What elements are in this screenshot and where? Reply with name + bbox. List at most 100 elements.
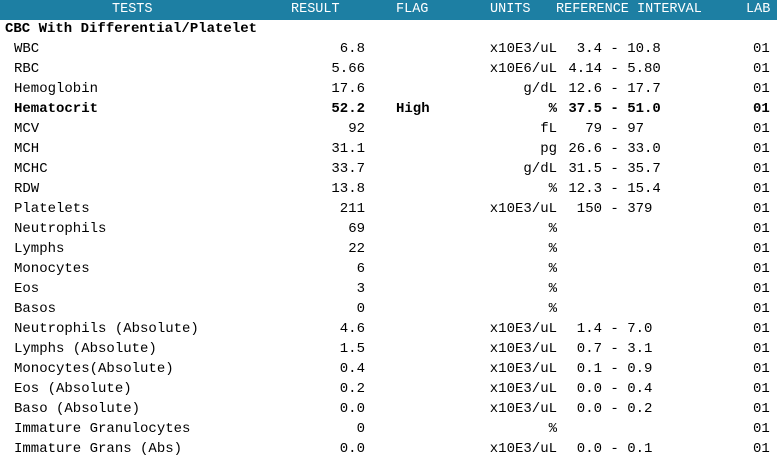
reference-interval: 0.0 - 0.4 [560,381,653,397]
table-row: Hemoglobin 17.6 g/dL 12.6 - 17.7 01 [0,81,777,101]
units-value: % [548,241,557,257]
test-name: RDW [14,181,40,197]
units-value: x10E3/uL [489,321,557,337]
result-value: 31.1 [331,141,365,157]
table-row: Neutrophils 69% 01 [0,221,777,241]
result-value: 69 [348,221,365,237]
units-value: x10E3/uL [489,341,557,357]
lab-code: 01 [753,361,770,377]
lab-code: 01 [753,341,770,357]
table-row: Platelets 211 x10E3/uL 150 - 379 01 [0,201,777,221]
result-value: 0.0 [339,441,365,457]
result-value: 6.8 [339,41,365,57]
units-value: g/dL [523,81,557,97]
result-value: 0.4 [339,361,365,377]
units-value: x10E3/uL [489,361,557,377]
result-value: 92 [348,121,365,137]
lab-code: 01 [753,181,770,197]
result-value: 211 [339,201,365,217]
result-value: 4.6 [339,321,365,337]
units-value: % [548,101,557,117]
reference-interval: 12.3 - 15.4 [560,181,661,197]
table-row: Monocytes(Absolute) 0.4 x10E3/uL 0.1 - 0.9… [0,361,777,381]
lab-code: 01 [753,221,770,237]
test-name: Basos [14,301,57,317]
lab-code: 01 [753,441,770,457]
test-name: Lymphs (Absolute) [14,341,157,357]
units-value: x10E3/uL [489,41,557,57]
table-row: Hematocrit 52.2 High% 37.5 - 51.0 01 [0,101,777,121]
test-name: Neutrophils [14,221,107,237]
lab-code: 01 [753,161,770,177]
units-value: % [548,181,557,197]
table-row: MCV 92 fL 79 - 97 01 [0,121,777,141]
reference-interval: 0.0 - 0.2 [560,401,653,417]
header-lab: LAB [746,2,771,17]
units-value: fL [540,121,557,137]
result-value: 33.7 [331,161,365,177]
lab-code: 01 [753,61,770,77]
reference-interval: 79 - 97 [560,121,645,137]
reference-interval: 0.7 - 3.1 [560,341,653,357]
test-name: Baso (Absolute) [14,401,141,417]
lab-code: 01 [753,41,770,57]
result-value: 17.6 [331,81,365,97]
units-value: x10E3/uL [489,401,557,417]
table-row: RDW 13.8% 12.3 - 15.4 01 [0,181,777,201]
lab-code: 01 [753,261,770,277]
section-title: CBC With Differential/Platelet [5,21,258,37]
reference-interval: 31.5 - 35.7 [560,161,661,177]
result-value: 0.0 [339,401,365,417]
test-name: Eos [14,281,40,297]
lab-code: 01 [753,141,770,157]
result-value: 52.2 [331,101,365,117]
test-name: Neutrophils (Absolute) [14,321,199,337]
lab-code: 01 [753,101,770,117]
lab-code: 01 [753,301,770,317]
lab-code: 01 [753,81,770,97]
units-value: % [548,281,557,297]
test-name: Monocytes [14,261,90,277]
table-row: Immature Granulocytes 0% 01 [0,421,777,441]
table-row: Monocytes 6% 01 [0,261,777,281]
header-flag: FLAG [396,2,429,17]
test-name: Immature Grans (Abs) [14,441,183,457]
result-value: 22 [348,241,365,257]
lab-code: 01 [753,401,770,417]
flag-value: High [396,101,430,117]
test-name: Immature Granulocytes [14,421,191,437]
table-row: Basos 0% 01 [0,301,777,321]
table-row: Baso (Absolute) 0.0 x10E3/uL 0.0 - 0.2 01 [0,401,777,421]
test-name: MCHC [14,161,48,177]
test-name: Eos (Absolute) [14,381,132,397]
table-row: Eos 3% 01 [0,281,777,301]
lab-code: 01 [753,321,770,337]
units-value: % [548,421,557,437]
table-row: MCHC 33.7 g/dL 31.5 - 35.7 01 [0,161,777,181]
lab-code: 01 [753,121,770,137]
reference-interval: 3.4 - 10.8 [560,41,661,57]
reference-interval: 37.5 - 51.0 [560,101,661,117]
units-value: % [548,261,557,277]
units-value: g/dL [523,161,557,177]
lab-code: 01 [753,241,770,257]
test-name: Lymphs [14,241,65,257]
table-row: Lymphs 22% 01 [0,241,777,261]
header-reference-interval: REFERENCE INTERVAL [556,2,702,17]
table-row: Immature Grans (Abs) 0.0 x10E3/uL 0.0 - 0.… [0,441,777,461]
header-tests: TESTS [112,2,153,17]
test-name: Monocytes(Absolute) [14,361,174,377]
table-row: Lymphs (Absolute) 1.5 x10E3/uL 0.7 - 3.1 01 [0,341,777,361]
test-name: MCH [14,141,40,157]
table-row: RBC 5.66 x10E6/uL 4.14 - 5.80 01 [0,61,777,81]
result-value: 13.8 [331,181,365,197]
test-name: Hemoglobin [14,81,99,97]
table-header: TESTS RESULT FLAG UNITS REFERENCE INTERV… [0,0,777,20]
header-units: UNITS [490,2,531,17]
units-value: % [548,221,557,237]
test-name: Hematocrit [14,101,99,117]
reference-interval: 150 - 379 [560,201,653,217]
lab-code: 01 [753,381,770,397]
test-name: MCV [14,121,40,137]
header-result: RESULT [291,2,340,17]
